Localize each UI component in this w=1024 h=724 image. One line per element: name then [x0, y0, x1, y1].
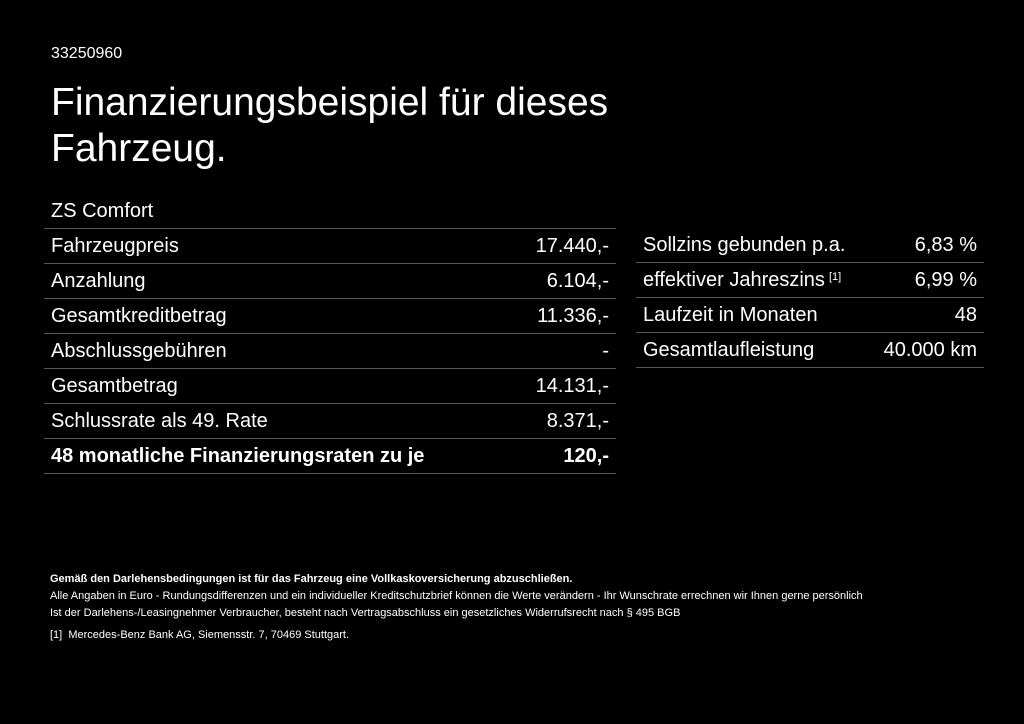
label-text: Abschlussgebühren	[51, 339, 227, 362]
page-title: Finanzierungsbeispiel für dieses Fahrzeu…	[51, 81, 609, 170]
label-text: effektiver Jahreszins	[643, 268, 825, 291]
table-row: 48 monatliche Finanzierungsraten zu je 12…	[44, 439, 616, 474]
row-value: 11.336,-	[537, 304, 609, 327]
terms-table: Sollzins gebunden p.a. 6,83 % effektiver J…	[636, 228, 984, 368]
row-label: Gesamtkreditbetrag	[51, 305, 227, 328]
footnote: [1] Mercedes-Benz Bank AG, Siemensstr. 7…	[50, 627, 863, 644]
label-text: 48 monatliche Finanzierungsraten zu je	[51, 444, 425, 467]
row-value: 6,83 %	[914, 233, 977, 256]
row-label: Laufzeit in Monaten	[643, 304, 818, 327]
row-value: 48	[954, 303, 977, 326]
row-label: Sollzins gebunden p.a.	[643, 234, 845, 257]
label-text: Sollzins gebunden p.a.	[643, 233, 846, 256]
table-row: Sollzins gebunden p.a. 6,83 %	[636, 228, 984, 263]
table-row: Fahrzeugpreis 17.440,-	[44, 229, 616, 264]
table-row: Abschlussgebühren -	[44, 334, 616, 369]
row-label: Anzahlung	[51, 270, 146, 293]
finance-table: Fahrzeugpreis 17.440,- Anzahlung 6.104,- Ges…	[44, 228, 616, 474]
vehicle-id: 33250960	[51, 45, 123, 62]
row-value: 6,99 %	[914, 268, 977, 291]
table-row: Schlussrate als 49. Rate 8.371,-	[44, 404, 616, 439]
label-text: Gesamtlaufleistung	[643, 338, 815, 361]
row-label: Gesamtlaufleistung	[643, 339, 814, 362]
footnote-marker: [1]	[50, 629, 63, 641]
row-label: effektiver Jahreszins [1]	[643, 269, 841, 292]
insurance-note: Gemäß den Darlehensbedingungen ist für d…	[50, 573, 573, 585]
table-row: Anzahlung 6.104,-	[44, 264, 616, 299]
table-row: Gesamtlaufleistung 40.000 km	[636, 333, 984, 368]
footer-line: Alle Angaben in Euro - Rundungsdifferenz…	[50, 590, 863, 602]
row-value: 8.371,-	[546, 409, 609, 432]
row-label: Abschlussgebühren	[51, 340, 227, 363]
label-text: Gesamtbetrag	[51, 374, 178, 397]
row-label: 48 monatliche Finanzierungsraten zu je	[51, 445, 424, 468]
label-text: Schlussrate als 49. Rate	[51, 409, 268, 432]
row-value: 6.104,-	[546, 269, 609, 292]
row-label: Schlussrate als 49. Rate	[51, 410, 268, 433]
footer: Gemäß den Darlehensbedingungen ist für d…	[50, 571, 863, 644]
table-row: Gesamtbetrag 14.131,-	[44, 369, 616, 404]
row-value: 40.000 km	[883, 338, 977, 361]
label-text: Gesamtkreditbetrag	[51, 304, 227, 327]
row-value: 14.131,-	[535, 374, 609, 397]
table-row: Gesamtkreditbetrag 11.336,-	[44, 299, 616, 334]
label-text: Anzahlung	[51, 269, 146, 292]
label-text: Fahrzeugpreis	[51, 234, 179, 257]
table-row: Laufzeit in Monaten 48	[636, 298, 984, 333]
row-label: Fahrzeugpreis	[51, 235, 179, 258]
label-text: Laufzeit in Monaten	[643, 303, 818, 326]
footer-line: Ist der Darlehens-/Leasingnehmer Verbrau…	[50, 607, 681, 619]
footnote-ref: [1]	[828, 270, 842, 283]
model-name: ZS Comfort	[51, 200, 154, 222]
row-value: -	[602, 339, 609, 362]
row-label: Gesamtbetrag	[51, 375, 178, 398]
row-value: 120,-	[563, 444, 609, 467]
row-value: 17.440,-	[535, 234, 609, 257]
footnote-text: Mercedes-Benz Bank AG, Siemensstr. 7, 70…	[68, 629, 350, 641]
table-row: effektiver Jahreszins [1] 6,99 %	[636, 263, 984, 298]
